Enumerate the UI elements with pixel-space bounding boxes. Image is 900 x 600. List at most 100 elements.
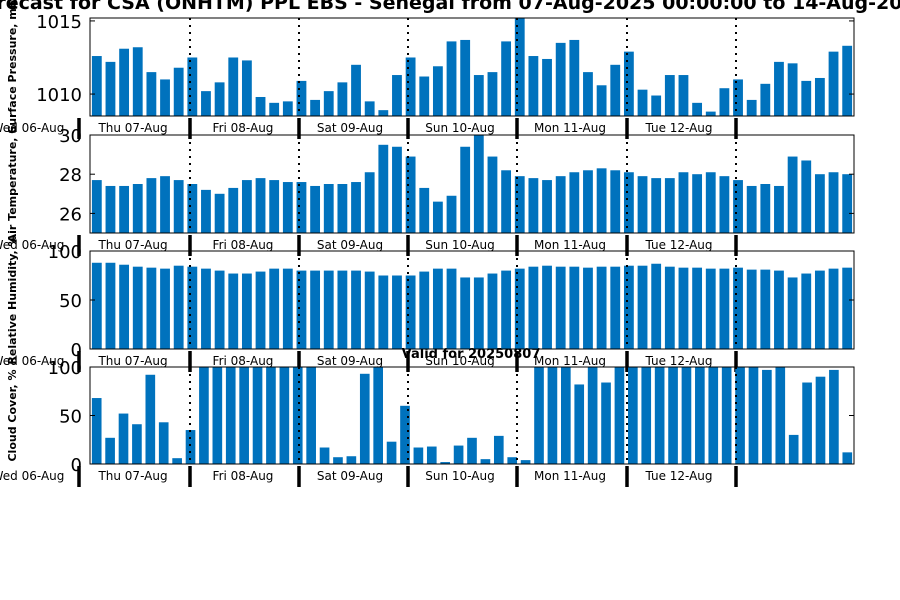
bar xyxy=(364,271,375,349)
bar xyxy=(460,39,471,116)
bar xyxy=(185,430,196,464)
bar xyxy=(378,110,389,116)
bar xyxy=(351,270,361,349)
bar xyxy=(453,445,464,464)
bar xyxy=(446,268,457,349)
bar xyxy=(542,180,552,233)
y-tick-label: 0 xyxy=(71,455,82,476)
bar xyxy=(574,384,585,464)
bar xyxy=(587,367,598,464)
bar xyxy=(225,367,236,464)
bar xyxy=(828,172,839,233)
bar xyxy=(814,270,825,349)
bar xyxy=(346,456,357,464)
bar xyxy=(623,172,634,233)
bar xyxy=(719,88,730,116)
bar xyxy=(678,172,689,233)
chart-subtitle: Valid for 20250807 xyxy=(402,347,541,362)
bar xyxy=(91,180,102,233)
bar xyxy=(480,459,491,464)
day-label: Wed 06-Aug xyxy=(0,469,64,483)
bar xyxy=(337,270,348,349)
bar xyxy=(392,75,402,116)
bar xyxy=(212,367,223,464)
bar xyxy=(664,75,675,116)
y-tick-label: 30 xyxy=(59,126,82,147)
bar xyxy=(351,64,361,116)
day-label: Sun 10-Aug xyxy=(425,121,494,135)
bar xyxy=(419,187,430,233)
bar xyxy=(842,174,853,233)
bar xyxy=(426,446,437,464)
day-label: Fri 08-Aug xyxy=(213,469,274,483)
bar xyxy=(91,398,102,464)
day-label: Sat 09-Aug xyxy=(317,238,383,252)
bar xyxy=(201,91,211,116)
bar xyxy=(651,263,662,349)
bar xyxy=(692,174,703,233)
bar xyxy=(132,184,143,233)
bar xyxy=(760,269,771,349)
bar xyxy=(814,174,825,233)
bar xyxy=(323,270,334,349)
bar xyxy=(641,367,652,464)
bar xyxy=(735,367,745,464)
day-label: Tue 12-Aug xyxy=(644,238,712,252)
bar xyxy=(378,275,389,349)
day-label: Fri 08-Aug xyxy=(213,238,274,252)
bar xyxy=(333,457,343,464)
panel-2: 26 28 30 Air Temperature, CWed 06-Aug Thu 07… xyxy=(0,126,855,256)
panel-1: 1010 1015 Surface Pressure, mbWed 06-Aug Th… xyxy=(0,0,855,139)
chart-title: Forecast for CSA (ONHTM) PPL EBS - Seneg… xyxy=(0,0,900,14)
bar xyxy=(405,156,416,233)
bar xyxy=(373,367,383,464)
bar xyxy=(801,273,812,349)
bar xyxy=(446,41,457,116)
day-label: Thu 07-Aug xyxy=(97,354,167,368)
y-tick-label: 1015 xyxy=(36,12,82,33)
y-tick-label: 0 xyxy=(71,340,82,361)
bar xyxy=(172,458,182,464)
bar xyxy=(721,367,732,464)
bar xyxy=(145,374,156,464)
bar xyxy=(405,57,416,116)
bar xyxy=(432,201,443,233)
bar xyxy=(760,83,771,116)
bar xyxy=(842,267,853,349)
bar xyxy=(282,268,293,349)
bar xyxy=(487,156,498,233)
bar xyxy=(310,99,321,116)
bar xyxy=(746,185,757,233)
bar xyxy=(501,41,512,116)
day-label: Sat 09-Aug xyxy=(317,469,383,483)
bar xyxy=(664,178,675,233)
day-label: Wed 06-Aug xyxy=(0,238,64,252)
bar xyxy=(252,367,263,464)
bar xyxy=(228,187,239,233)
bar xyxy=(842,452,853,464)
bar xyxy=(528,56,539,116)
bar xyxy=(719,176,730,233)
bar xyxy=(255,178,266,233)
bar xyxy=(392,146,402,233)
bar xyxy=(255,96,266,116)
bar xyxy=(364,101,375,116)
bar xyxy=(614,367,625,464)
bar xyxy=(310,185,321,233)
bar xyxy=(473,75,484,116)
bar xyxy=(596,168,607,233)
day-label: Sat 09-Aug xyxy=(317,121,383,135)
bar xyxy=(569,172,580,233)
bar xyxy=(432,66,443,116)
bar xyxy=(432,268,443,349)
bar xyxy=(241,273,252,349)
day-label: Sun 10-Aug xyxy=(425,238,494,252)
bar xyxy=(514,176,525,233)
bar xyxy=(547,367,558,464)
bar xyxy=(814,77,825,116)
day-label: Thu 07-Aug xyxy=(97,121,167,135)
bar xyxy=(187,57,198,116)
bar xyxy=(119,264,130,349)
bar xyxy=(596,266,607,349)
